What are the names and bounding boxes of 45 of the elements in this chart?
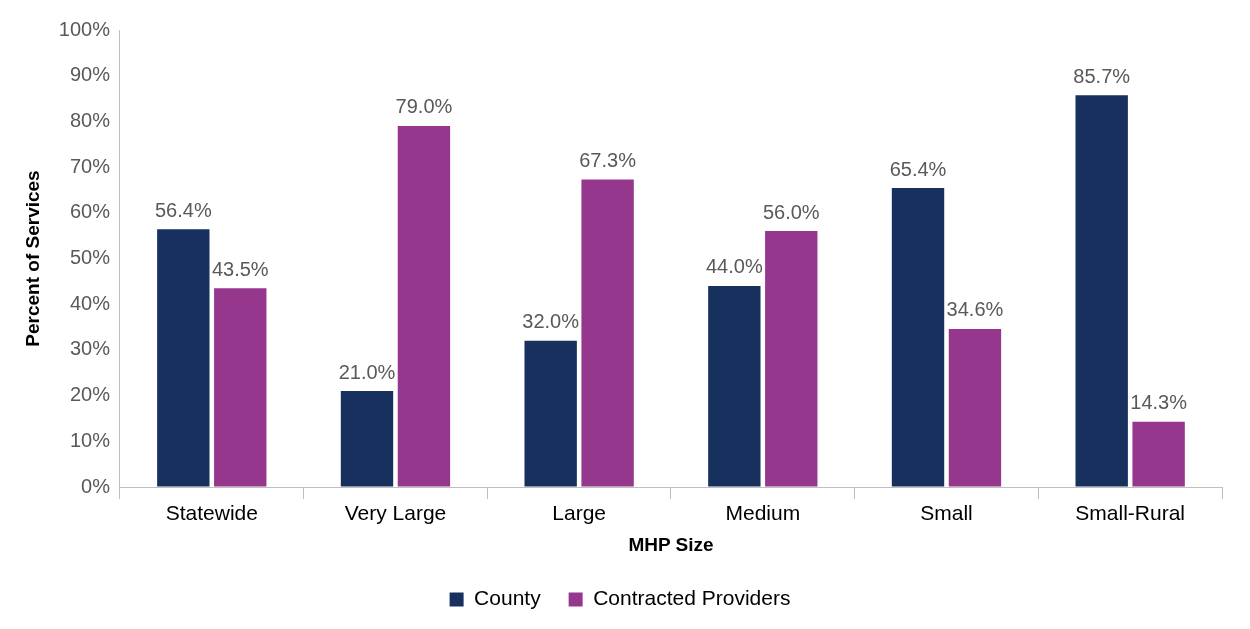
- data-label: 44.0%: [705, 255, 763, 278]
- bar: [891, 188, 945, 487]
- x-axis-title: MHP Size: [628, 533, 714, 555]
- x-tick-label: Statewide: [165, 501, 258, 525]
- bar: [948, 328, 1002, 487]
- x-tick-label: Very Large: [344, 501, 447, 525]
- bar: [581, 179, 634, 487]
- data-label: 56.0%: [762, 200, 820, 223]
- bar: [524, 340, 577, 487]
- bar: [1075, 95, 1128, 487]
- y-tick-label: 30%: [69, 337, 111, 360]
- x-tick-label: Small-Rural: [1075, 501, 1186, 525]
- y-tick-label: 40%: [69, 291, 111, 314]
- y-tick-label: 70%: [69, 154, 111, 177]
- y-tick-label: 10%: [69, 428, 111, 451]
- bar: [765, 231, 818, 487]
- y-tick-label: 60%: [69, 200, 111, 223]
- bar: [214, 288, 267, 487]
- y-tick-label: 50%: [69, 246, 111, 269]
- x-tick-label: Medium: [725, 501, 801, 525]
- data-label: 79.0%: [395, 95, 453, 118]
- data-label: 21.0%: [338, 360, 396, 383]
- bar: [397, 125, 451, 487]
- data-label: 14.3%: [1130, 391, 1188, 414]
- data-label: 32.0%: [522, 310, 580, 333]
- y-axis-title: Percent of Services: [21, 170, 43, 347]
- data-label: 34.6%: [946, 298, 1004, 321]
- legend-label: Contracted Providers: [593, 586, 791, 610]
- y-tick-label: 20%: [69, 383, 111, 406]
- data-label: 85.7%: [1073, 64, 1131, 87]
- bar: [340, 391, 394, 487]
- x-tick-label: Small: [920, 501, 973, 525]
- data-label: 65.4%: [889, 157, 947, 180]
- data-label: 67.3%: [579, 148, 637, 171]
- x-tick-label: Large: [552, 501, 606, 525]
- bar: [1132, 421, 1185, 487]
- data-label: 43.5%: [211, 257, 269, 280]
- bar: [708, 285, 761, 487]
- legend-label: County: [474, 586, 542, 610]
- y-tick-label: 0%: [81, 474, 111, 497]
- y-tick-label: 90%: [69, 63, 111, 86]
- y-tick-label: 80%: [69, 108, 111, 131]
- data-label: 56.4%: [154, 198, 212, 221]
- bar: [157, 229, 210, 487]
- y-tick-label: 100%: [58, 17, 111, 40]
